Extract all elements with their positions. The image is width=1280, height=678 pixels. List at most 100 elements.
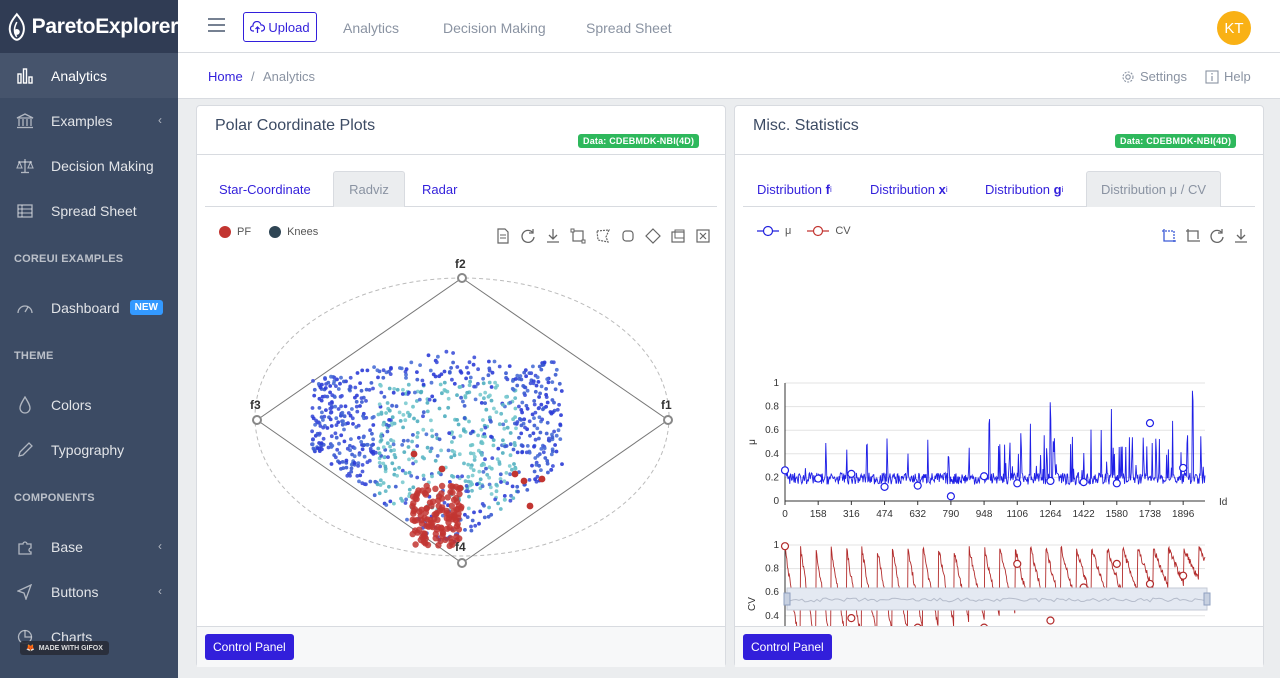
mu-cv-charts[interactable]: 0 0.2 0.4 0.6 0.8 1 0 158 316 474 632 790 948 1106 126…: [735, 266, 1263, 626]
slider-handle-left[interactable]: [783, 592, 791, 606]
radviz-point: [437, 406, 442, 411]
top-nav-decision-making[interactable]: Decision Making: [443, 20, 546, 36]
control-panel-button[interactable]: Control Panel: [743, 634, 832, 660]
radviz-point: [508, 442, 513, 447]
radviz-point: [421, 473, 426, 478]
radviz-point: [461, 399, 465, 404]
series-marker: [1046, 616, 1055, 625]
keep-selection-icon[interactable]: [669, 227, 687, 245]
radviz-point: [378, 464, 383, 469]
radviz-point: [482, 396, 486, 401]
control-panel-button[interactable]: Control Panel: [205, 634, 294, 660]
radviz-point: [458, 385, 463, 389]
radviz-point: [342, 439, 347, 444]
radviz-point: [411, 433, 415, 437]
radviz-legend[interactable]: PF Knees: [219, 226, 318, 238]
radviz-point: [381, 368, 386, 373]
brush-polygon-icon[interactable]: [594, 227, 612, 245]
radviz-point: [450, 440, 454, 444]
series-marker: [1013, 479, 1022, 488]
radviz-point: [473, 523, 478, 528]
radviz-point: [468, 431, 473, 436]
pf-point: [420, 530, 427, 537]
data-zoom-slider[interactable]: [783, 587, 1211, 611]
radviz-point: [524, 403, 529, 408]
help-link[interactable]: Help: [1205, 69, 1251, 84]
refresh-icon[interactable]: [519, 227, 537, 245]
radviz-point: [455, 393, 459, 397]
radviz-point: [458, 369, 463, 374]
sidebar-item-buttons[interactable]: Buttons ‹: [0, 569, 178, 614]
sidebar-item-decision-making[interactable]: Decision Making: [0, 143, 178, 188]
settings-link[interactable]: Settings: [1121, 69, 1187, 84]
radviz-point: [350, 416, 355, 421]
tab-distribution-mu-cv[interactable]: Distribution μ / CV: [1086, 171, 1222, 207]
upload-button[interactable]: Upload: [243, 12, 317, 42]
tab-radviz[interactable]: Radviz: [333, 171, 405, 207]
radviz-point: [437, 437, 442, 442]
avatar[interactable]: KT: [1217, 11, 1251, 45]
sidebar-item-typography[interactable]: Typography: [0, 427, 178, 472]
zoom-icon[interactable]: [1160, 227, 1178, 245]
sidebar-item-charts[interactable]: Charts: [0, 614, 178, 659]
radviz-point: [452, 381, 457, 386]
radviz-point: [472, 458, 477, 462]
sidebar-item-base[interactable]: Base ‹: [0, 524, 178, 569]
radviz-point: [430, 394, 435, 399]
radviz-point: [468, 451, 473, 456]
data-view-icon[interactable]: [494, 227, 512, 245]
sidebar-item-spread-sheet[interactable]: Spread Sheet: [0, 188, 178, 233]
radviz-point: [455, 474, 460, 479]
pf-point: [439, 530, 447, 537]
download-icon[interactable]: [1232, 227, 1250, 245]
legend-label: Knees: [287, 226, 319, 238]
top-nav-spread-sheet[interactable]: Spread Sheet: [586, 20, 672, 36]
radviz-point: [355, 393, 359, 398]
radviz-point: [515, 450, 520, 455]
radviz-point: [489, 466, 494, 471]
radviz-point: [317, 431, 322, 436]
top-nav-analytics[interactable]: Analytics: [343, 20, 400, 36]
radviz-point: [390, 403, 394, 408]
brand[interactable]: ParetoExplorer: [0, 0, 178, 53]
radviz-point: [494, 489, 499, 494]
menu-toggle-icon[interactable]: [208, 18, 225, 32]
breadcrumb-home[interactable]: Home: [208, 69, 243, 84]
brush-rect-icon[interactable]: [569, 227, 587, 245]
tab-star-coordinate[interactable]: Star-Coordinate: [219, 181, 311, 197]
radviz-point: [367, 388, 372, 392]
stats-legend[interactable]: μ CV: [757, 225, 851, 237]
series-line: [784, 390, 1206, 486]
clear-selection-icon[interactable]: [694, 227, 712, 245]
sidebar-item-colors[interactable]: Colors: [0, 382, 178, 427]
download-icon[interactable]: [544, 227, 562, 245]
refresh-icon[interactable]: [1208, 227, 1226, 245]
tab-label-bold: g: [1053, 181, 1062, 197]
data-badge: Data: CDEBMDK-NBI(4D): [578, 134, 700, 148]
y-tick-label: 0.4: [765, 611, 779, 622]
sidebar-item-analytics[interactable]: Analytics: [0, 53, 178, 98]
radviz-point: [355, 371, 360, 375]
brush-lineY-icon[interactable]: [644, 227, 662, 245]
radviz-point: [466, 371, 471, 375]
sidebar-item-dashboard[interactable]: Dashboard NEW: [0, 285, 178, 330]
pf-point: [449, 489, 456, 496]
tab-radar[interactable]: Radar: [422, 181, 458, 197]
slider-handle-right[interactable]: [1203, 592, 1211, 606]
radviz-point: [434, 360, 439, 365]
radviz-point: [527, 478, 532, 482]
sidebar-item-examples[interactable]: Examples ‹: [0, 98, 178, 143]
radviz-point: [531, 381, 536, 386]
radviz-chart[interactable]: f1 f2 f3 f4: [197, 251, 725, 581]
zoom-reset-icon[interactable]: [1184, 227, 1202, 245]
radviz-point: [371, 415, 376, 419]
radviz-point: [552, 400, 556, 405]
brush-lineX-icon[interactable]: [619, 227, 637, 245]
radviz-point: [546, 470, 550, 475]
radviz-point: [519, 443, 524, 448]
radviz-point: [489, 434, 493, 439]
radviz-point: [489, 419, 493, 424]
